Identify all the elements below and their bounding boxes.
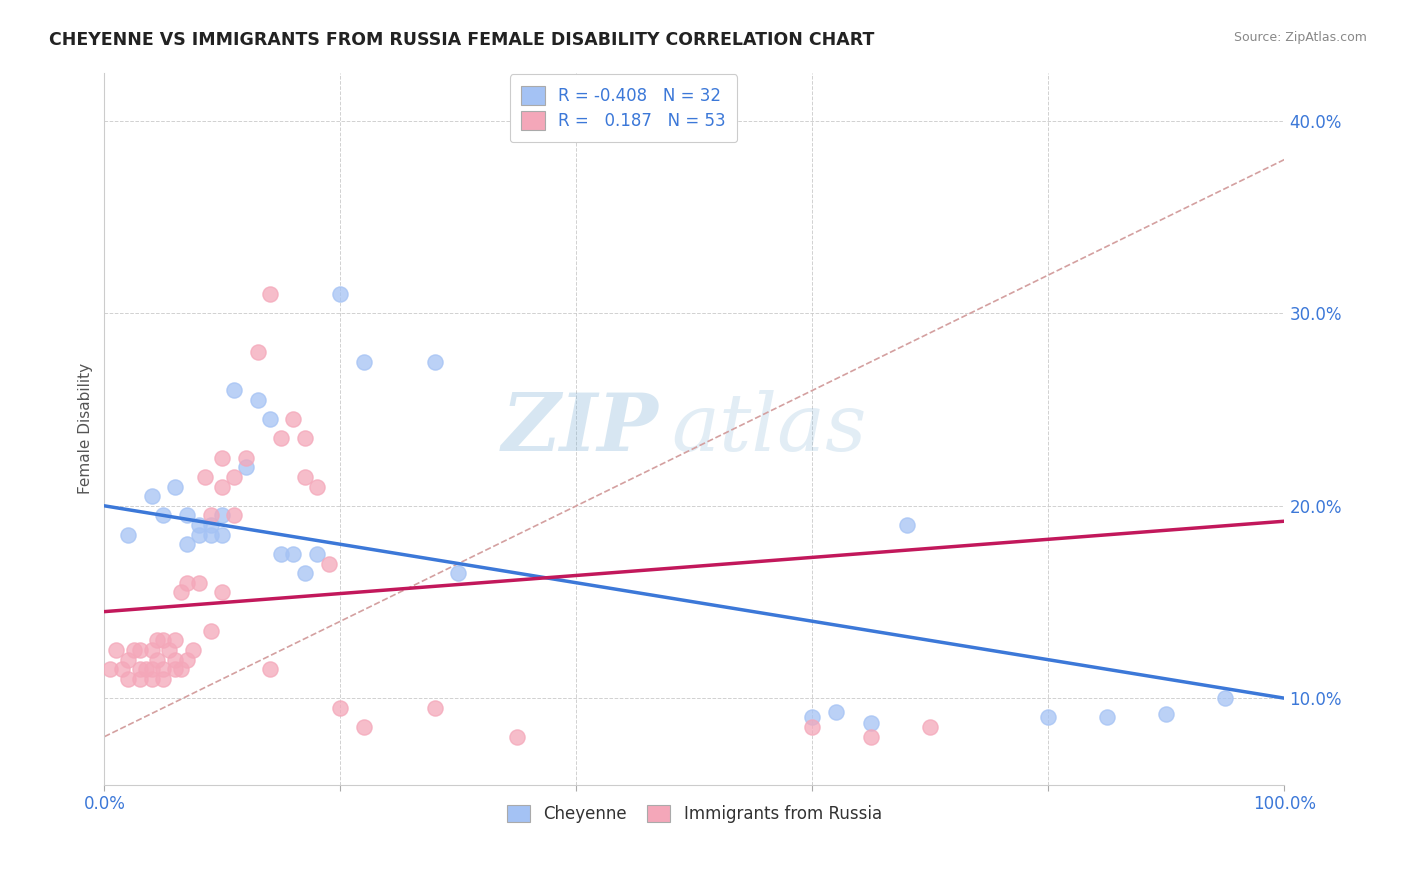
Point <box>294 470 316 484</box>
Point <box>165 479 187 493</box>
Point <box>117 672 139 686</box>
Point <box>187 518 209 533</box>
Point <box>211 508 233 523</box>
Point <box>200 518 222 533</box>
Text: ZIP: ZIP <box>502 390 659 467</box>
Y-axis label: Female Disability: Female Disability <box>79 363 93 494</box>
Point <box>187 575 209 590</box>
Point <box>157 643 180 657</box>
Point <box>122 643 145 657</box>
Point <box>200 508 222 523</box>
Point <box>259 287 281 301</box>
Point <box>860 730 883 744</box>
Point <box>105 643 128 657</box>
Point <box>224 470 246 484</box>
Point <box>224 384 246 398</box>
Text: Source: ZipAtlas.com: Source: ZipAtlas.com <box>1233 31 1367 45</box>
Point <box>283 412 305 426</box>
Point <box>246 345 269 359</box>
Point <box>896 518 918 533</box>
Point <box>170 585 193 599</box>
Point <box>141 672 163 686</box>
Point <box>187 527 209 541</box>
Point <box>318 557 340 571</box>
Point <box>176 508 198 523</box>
Point <box>259 412 281 426</box>
Point <box>152 633 174 648</box>
Legend: Cheyenne, Immigrants from Russia: Cheyenne, Immigrants from Russia <box>501 798 889 830</box>
Point <box>1097 710 1119 724</box>
Point <box>259 662 281 676</box>
Text: CHEYENNE VS IMMIGRANTS FROM RUSSIA FEMALE DISABILITY CORRELATION CHART: CHEYENNE VS IMMIGRANTS FROM RUSSIA FEMAL… <box>49 31 875 49</box>
Point <box>200 527 222 541</box>
Point <box>294 566 316 581</box>
Point <box>423 701 446 715</box>
Point <box>294 432 316 446</box>
Point <box>165 633 187 648</box>
Point <box>211 585 233 599</box>
Point <box>194 470 217 484</box>
Point <box>246 392 269 407</box>
Point <box>141 643 163 657</box>
Point <box>128 662 150 676</box>
Point <box>165 662 187 676</box>
Point <box>135 662 157 676</box>
Point <box>801 720 824 734</box>
Point <box>141 662 163 676</box>
Point <box>141 489 163 503</box>
Point <box>305 547 328 561</box>
Point <box>506 730 529 744</box>
Point <box>224 508 246 523</box>
Point <box>447 566 470 581</box>
Point <box>305 479 328 493</box>
Point <box>353 354 375 368</box>
Point <box>1215 691 1237 706</box>
Point <box>353 720 375 734</box>
Point <box>283 547 305 561</box>
Point <box>825 705 848 719</box>
Point <box>211 450 233 465</box>
Point <box>200 624 222 638</box>
Point <box>181 643 204 657</box>
Point <box>152 662 174 676</box>
Point <box>801 710 824 724</box>
Point <box>152 508 174 523</box>
Point <box>176 537 198 551</box>
Point <box>1038 710 1060 724</box>
Point <box>165 653 187 667</box>
Text: atlas: atlas <box>671 390 866 467</box>
Point <box>860 716 883 731</box>
Point <box>152 672 174 686</box>
Point <box>176 575 198 590</box>
Point <box>235 460 257 475</box>
Point <box>211 479 233 493</box>
Point <box>423 354 446 368</box>
Point <box>111 662 134 676</box>
Point <box>117 653 139 667</box>
Point <box>235 450 257 465</box>
Point <box>211 527 233 541</box>
Point <box>128 643 150 657</box>
Point <box>117 527 139 541</box>
Point <box>270 432 292 446</box>
Point <box>146 653 169 667</box>
Point <box>170 662 193 676</box>
Point <box>176 653 198 667</box>
Point <box>329 701 352 715</box>
Point <box>270 547 292 561</box>
Point <box>128 672 150 686</box>
Point <box>98 662 121 676</box>
Point <box>920 720 942 734</box>
Point <box>329 287 352 301</box>
Point <box>1156 706 1178 721</box>
Point <box>146 633 169 648</box>
